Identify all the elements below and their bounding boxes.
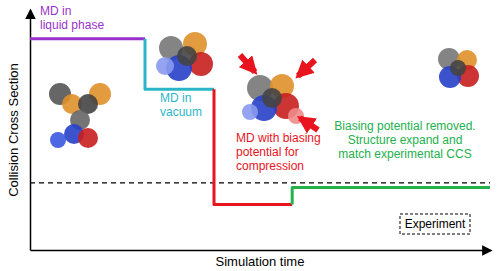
ccs-line — [30, 37, 145, 40]
protein-illustration — [262, 88, 282, 108]
protein-illustration — [156, 57, 174, 75]
compression-arrow — [300, 118, 318, 130]
protein-illustration — [242, 104, 258, 120]
annotation: liquid phase — [40, 18, 104, 32]
annotation: Biasing potential removed. — [334, 119, 475, 133]
experiment-line — [30, 182, 490, 183]
plot-area — [30, 39, 490, 205]
illustrations — [49, 32, 479, 148]
x-axis-line — [31, 250, 491, 252]
annotation: MD in — [40, 4, 71, 18]
annotation: MD in — [160, 91, 191, 105]
experiment-label: Experiment — [405, 217, 466, 231]
experiment-label-box — [400, 214, 470, 234]
annotation: Structure expand and — [348, 133, 463, 147]
annotation: vacuum — [160, 105, 202, 119]
annotation: potential for — [236, 145, 299, 159]
y-axis-title: Collision Cross Section — [6, 63, 21, 197]
protein-illustration — [50, 132, 66, 148]
chart: Collision Cross Section Simulation time MD… — [0, 0, 500, 271]
protein-illustration — [177, 46, 197, 66]
annotation: compression — [236, 159, 304, 173]
ccs-line — [145, 39, 214, 89]
compression-arrow — [298, 60, 315, 76]
compression-arrow — [240, 55, 255, 72]
protein-illustration — [78, 128, 98, 148]
ccs-line — [292, 188, 490, 205]
protein-illustration — [450, 60, 466, 76]
y-axis — [30, 11, 31, 251]
annotation: MD with biasing — [236, 131, 321, 145]
x-axis — [31, 250, 491, 251]
x-axis-title: Simulation time — [216, 254, 305, 269]
annotation: match experimental CCS — [338, 147, 471, 161]
y-axis-line — [30, 11, 32, 251]
